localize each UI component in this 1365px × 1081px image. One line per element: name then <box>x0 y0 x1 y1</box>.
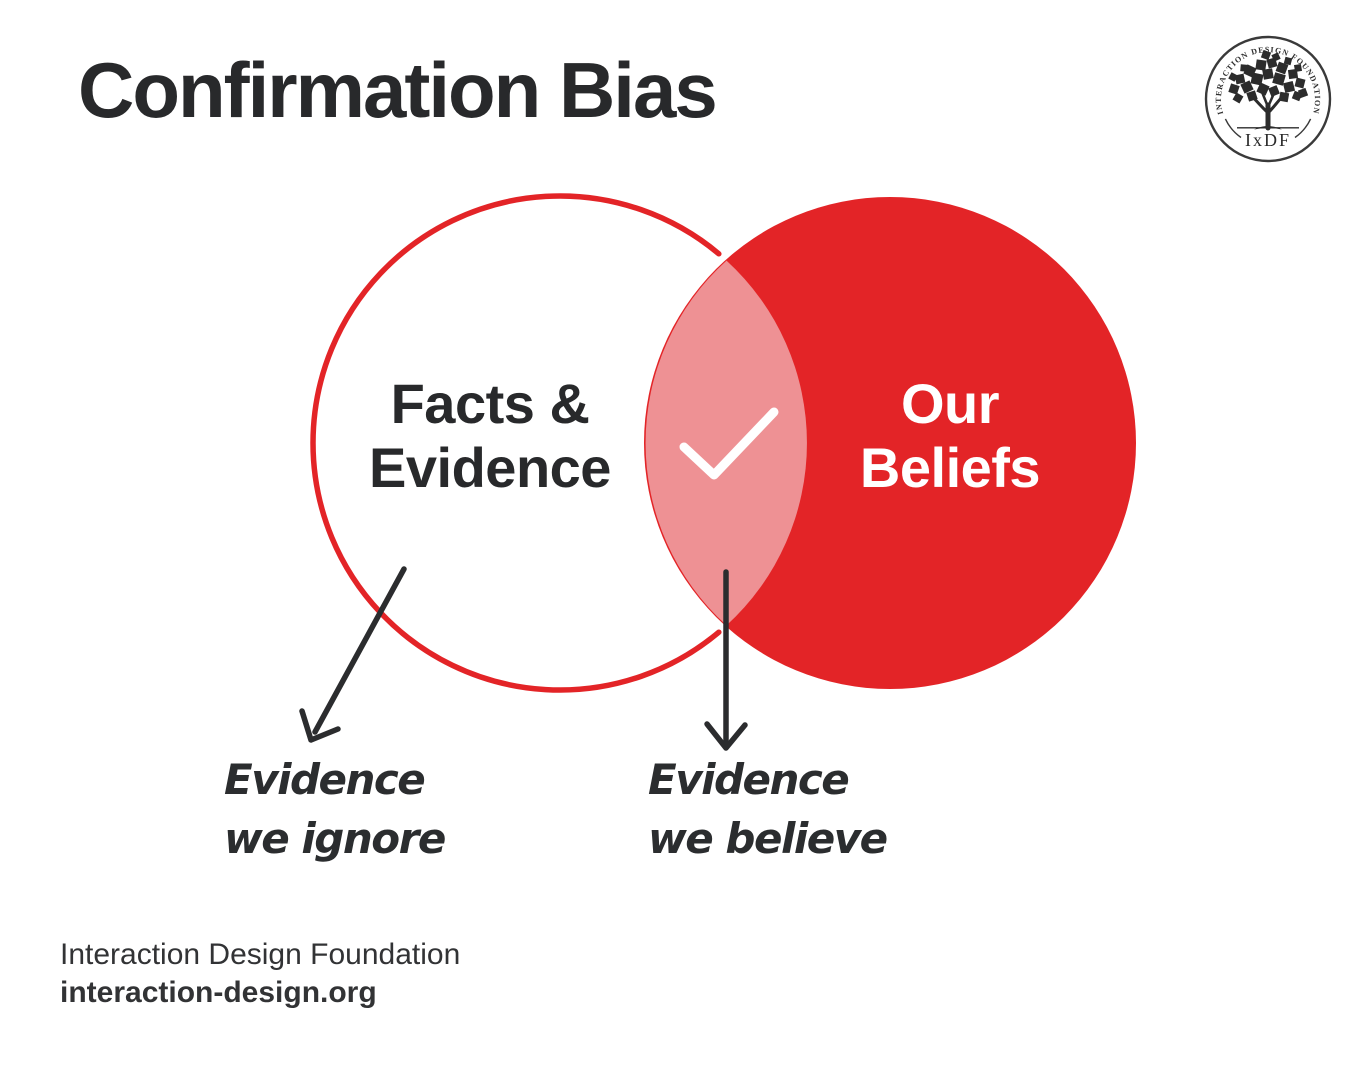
checkmark-icon <box>679 407 779 480</box>
arrow-to-ignored-evidence <box>299 566 407 743</box>
ixdf-logo: INTERACTION DESIGN FOUNDATION <box>1204 35 1332 163</box>
logo-left-arc <box>1224 118 1242 139</box>
logo-tree-icon <box>1228 49 1309 131</box>
logo-monogram: IxDF <box>1245 130 1291 150</box>
evidence-we-believe-line1: Evidence <box>648 755 850 804</box>
our-beliefs-label-line1: Our <box>900 372 1000 435</box>
facts-evidence-circle-outline <box>310 193 722 693</box>
facts-evidence-label: Facts & Evidence <box>320 372 660 500</box>
evidence-we-ignore-line1: Evidence <box>224 755 426 804</box>
evidence-we-ignore-label: Evidence we ignore <box>224 750 446 868</box>
footer-org-name: Interaction Design Foundation <box>60 938 461 971</box>
evidence-we-believe-label: Evidence we believe <box>648 750 888 868</box>
our-beliefs-label: Our Beliefs <box>780 372 1120 500</box>
footer-website-url: interaction-design.org <box>60 976 377 1009</box>
page-title: Confirmation Bias <box>78 46 718 134</box>
arrow-to-believed-evidence <box>704 569 748 751</box>
footer: Interaction Design Foundation interactio… <box>60 936 460 1012</box>
logo-outer-ring-icon <box>1204 35 1332 163</box>
facts-evidence-label-line1: Facts & <box>390 372 590 435</box>
overlap-lens <box>645 260 807 626</box>
evidence-we-ignore-line2: we ignore <box>224 814 446 863</box>
logo-right-arc <box>1294 118 1312 139</box>
our-beliefs-label-line2: Beliefs <box>859 436 1041 499</box>
facts-evidence-label-line2: Evidence <box>369 436 611 499</box>
evidence-we-believe-line2: we believe <box>648 814 888 863</box>
